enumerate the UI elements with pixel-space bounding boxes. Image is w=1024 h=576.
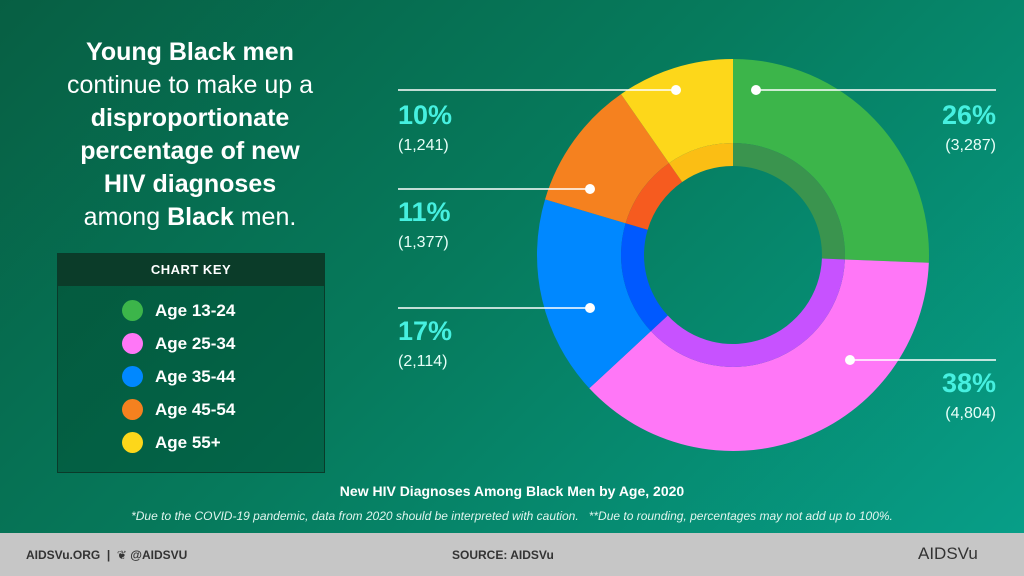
donut-inner-slice: [733, 143, 845, 260]
count-label: (3,287): [945, 137, 996, 154]
leader-dot: [845, 355, 855, 365]
count-label: (1,377): [398, 234, 449, 251]
headline-line: Young Black men: [86, 38, 294, 66]
text: men.: [233, 203, 297, 231]
leader-dot: [671, 85, 681, 95]
legend-swatch: [122, 366, 143, 387]
count-label: (2,114): [398, 353, 448, 370]
donut-slice: [589, 259, 929, 451]
legend-swatch: [122, 300, 143, 321]
donut-slice: [621, 59, 733, 164]
headline-line: disproportionate: [90, 104, 290, 132]
key-item: Age 35-44: [122, 366, 235, 387]
chart-key: CHART KEY Age 13-24 Age 25-34 Age 35-44 Age…: [57, 253, 325, 473]
legend-swatch: [122, 432, 143, 453]
donut-inner-slice: [669, 143, 733, 182]
percent-label: 10%: [398, 100, 453, 130]
percent-label: 11%: [398, 197, 451, 227]
percent-label: 17%: [398, 316, 453, 346]
footer-links[interactable]: AIDSVu.ORG | ❦ @AIDSVU: [26, 548, 188, 562]
percent-label: 26%: [941, 100, 996, 130]
source-text: SOURCE: AIDSVu: [452, 548, 554, 562]
headline-line: continue to make up a: [67, 71, 313, 99]
donut-slice: [545, 94, 670, 224]
key-item: Age 45-54: [122, 399, 235, 420]
leader-dot: [585, 184, 595, 194]
legend-label: Age 25-34: [155, 333, 236, 353]
legend-label: Age 35-44: [155, 366, 236, 386]
text: Black: [167, 203, 234, 231]
leader-dot: [585, 303, 595, 313]
chart-title: New HIV Diagnoses Among Black Men by Age…: [339, 483, 685, 499]
donut-slice: [733, 59, 929, 263]
aidsvu-logo: AIDSVu: [918, 544, 978, 563]
headline: Young Black men continue to make up a di…: [40, 36, 340, 234]
percent-label: 38%: [941, 368, 996, 398]
footer: AIDSVu.ORG | ❦ @AIDSVU SOURCE: AIDSVu AI…: [0, 533, 1024, 576]
count-label: (1,241): [398, 137, 449, 154]
donut-inner-slice: [650, 258, 845, 367]
text: among: [83, 203, 168, 231]
donut-inner-slice: [621, 223, 668, 332]
key-item: Age 25-34: [122, 333, 235, 354]
legend-swatch: [122, 399, 143, 420]
legend-label: Age 45-54: [155, 399, 236, 419]
key-item: Age 55+: [122, 432, 221, 453]
headline-line: HIV diagnoses: [103, 170, 277, 198]
legend-label: Age 13-24: [155, 300, 236, 320]
donut-inner-slice: [625, 163, 683, 230]
donut-slice: [537, 199, 651, 389]
count-label: (4,804): [945, 405, 996, 422]
key-item: Age 13-24: [122, 300, 235, 321]
leader-dot: [751, 85, 761, 95]
legend-swatch: [122, 333, 143, 354]
headline-line: percentage of new: [80, 137, 300, 165]
footnote: *Due to the COVID-19 pandemic, data from…: [131, 509, 893, 523]
headline-line: among Black men.: [40, 201, 340, 234]
chart-key-title: CHART KEY: [58, 254, 324, 286]
legend-label: Age 55+: [155, 432, 221, 452]
